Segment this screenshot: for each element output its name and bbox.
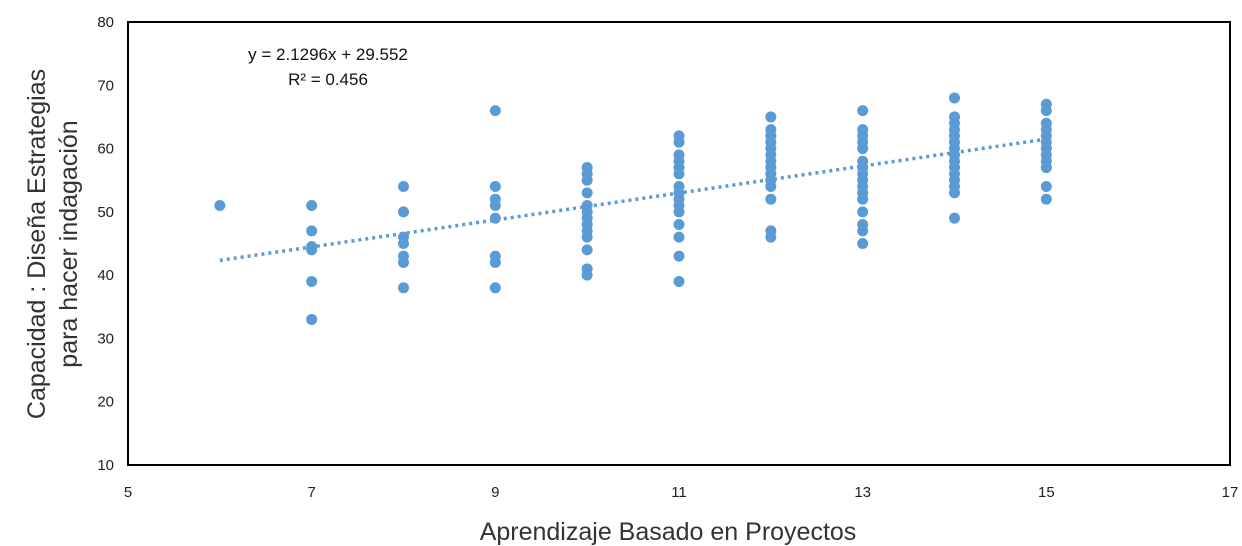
data-point — [581, 187, 593, 199]
data-point — [214, 200, 226, 212]
data-point — [857, 206, 869, 218]
trend-line — [219, 137, 1047, 263]
y-tick-label: 80 — [97, 14, 114, 31]
y-axis-title-line-2: para hacer indagación — [55, 120, 83, 367]
x-tick-label: 7 — [307, 484, 315, 501]
data-point — [1040, 181, 1052, 193]
data-point — [673, 168, 685, 180]
y-tick-label: 70 — [97, 77, 114, 94]
data-point — [581, 174, 593, 186]
data-point — [398, 238, 409, 249]
data-point — [857, 143, 869, 155]
data-point — [949, 92, 960, 104]
data-point — [673, 219, 685, 231]
y-tick-label: 60 — [97, 141, 114, 158]
data-point — [949, 212, 960, 224]
data-point — [673, 206, 685, 218]
data-point — [306, 225, 318, 237]
data-point — [489, 105, 501, 117]
data-point — [857, 238, 869, 249]
data-point — [398, 256, 409, 268]
data-point — [398, 206, 409, 218]
x-tick-label: 15 — [1038, 484, 1055, 501]
data-point — [949, 187, 960, 199]
data-point — [398, 181, 409, 193]
data-point — [673, 231, 685, 243]
data-point — [306, 275, 318, 287]
x-axis-title: Aprendizaje Basado en Proyectos — [480, 518, 857, 546]
data-point — [306, 313, 318, 325]
x-tick-label: 13 — [854, 484, 871, 501]
data-point — [765, 231, 777, 243]
data-point — [581, 231, 593, 243]
data-point — [1040, 105, 1052, 117]
x-tick-labels: 5 7 9 11 13 15 17 — [124, 484, 1239, 501]
x-tick-label: 11 — [671, 484, 687, 501]
data-point — [857, 105, 869, 117]
x-tick-label: 17 — [1222, 484, 1239, 501]
data-point — [765, 193, 777, 205]
y-tick-label: 30 — [97, 330, 114, 347]
data-point — [673, 136, 685, 148]
data-point — [489, 212, 501, 224]
data-point — [673, 275, 685, 287]
data-point — [581, 269, 593, 281]
y-tick-label: 40 — [97, 267, 114, 284]
r2-label: R² = 0.456 — [288, 70, 368, 89]
data-point — [857, 225, 869, 237]
y-tick-label: 10 — [97, 457, 114, 474]
data-point — [398, 282, 409, 294]
x-tick-label: 5 — [124, 484, 132, 501]
data-points — [214, 92, 1052, 325]
data-point — [489, 282, 501, 294]
data-point — [489, 200, 501, 212]
data-point — [857, 193, 869, 205]
data-point — [306, 244, 318, 256]
equation-label: y = 2.1296x + 29.552 — [248, 45, 408, 64]
data-point — [489, 181, 501, 193]
plot-frame — [127, 21, 1231, 466]
y-tick-labels: 10 20 30 40 50 60 70 80 — [97, 14, 114, 474]
data-point — [765, 111, 777, 123]
data-point — [306, 200, 318, 212]
data-point — [1040, 193, 1052, 205]
data-point — [765, 181, 777, 193]
data-point — [673, 250, 685, 262]
data-point — [489, 256, 501, 268]
x-tick-label: 9 — [491, 484, 499, 501]
y-tick-label: 20 — [97, 394, 114, 411]
y-axis-title-line-1: Capacidad : Diseña Estrategias — [23, 69, 51, 419]
data-point — [581, 244, 593, 256]
data-point — [1040, 162, 1052, 174]
y-tick-label: 50 — [97, 204, 114, 221]
